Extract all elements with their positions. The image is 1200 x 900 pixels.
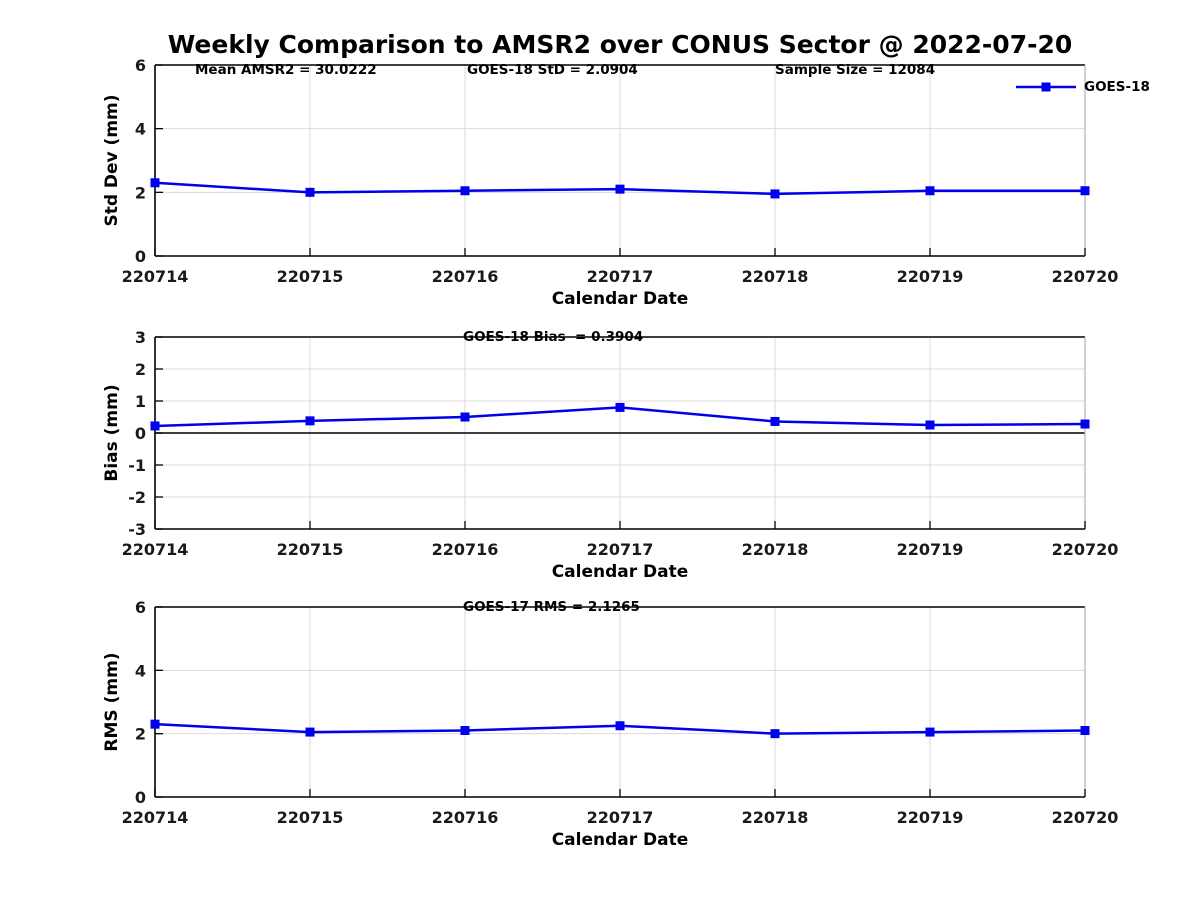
data-point-marker [1080,186,1090,196]
x-tick-label: 220714 [122,540,189,559]
y-tick-label: 0 [135,788,146,807]
y-tick-label: -3 [128,520,146,539]
x-tick-label: 220717 [587,808,654,827]
x-tick-label: 220718 [742,540,809,559]
x-tick-label: 220719 [897,540,964,559]
annotation-rms-0: GOES-17 RMS = 2.1265 [463,599,640,615]
annotation-bias-0: GOES-18 Bias = 0.3904 [463,329,643,345]
data-point-marker [150,719,160,729]
annotation-std-dev-1: GOES-18 StD = 2.0904 [467,62,638,78]
x-axis-label: Calendar Date [552,562,689,582]
data-point-marker [150,178,160,188]
legend-line-sample [1016,82,1076,92]
data-point-marker [925,186,935,196]
y-tick-label: 2 [135,360,146,379]
x-axis-label: Calendar Date [552,289,689,309]
x-tick-label: 220714 [122,808,189,827]
subplot-std-dev: 220714 220715 220716 220717 220718 220719 2207… [102,56,1118,309]
data-point-marker [770,189,780,199]
data-point-marker [925,727,935,737]
x-tick-label: 220720 [1052,540,1119,559]
data-point-marker [305,187,315,197]
x-tick-label: 220715 [277,267,344,286]
figure-title: Weekly Comparison to AMSR2 over CONUS Se… [167,30,1073,59]
data-point-marker [150,421,160,431]
x-tick-label: 220718 [742,808,809,827]
x-tick-label: 220719 [897,808,964,827]
x-tick-label: 220716 [432,540,499,559]
y-axis-label: Bias (mm) [102,384,122,481]
x-tick-label: 220720 [1052,267,1119,286]
y-tick-label: 3 [135,328,146,347]
y-tick-label: 0 [135,247,146,266]
x-tick-label: 220718 [742,267,809,286]
y-axis-label: RMS (mm) [102,652,122,751]
data-point-marker [1080,726,1090,735]
y-tick-label: 4 [135,120,146,139]
data-point-marker [1080,419,1090,429]
legend: GOES-18 [1014,79,1150,95]
x-tick-label: 220720 [1052,808,1119,827]
legend-label: GOES-18 [1084,79,1150,95]
y-tick-label: 0 [135,424,146,443]
x-tick-label: 220715 [277,808,344,827]
x-tick-label: 220715 [277,540,344,559]
y-tick-label: 4 [135,661,146,680]
data-point-marker [615,721,625,731]
x-axis-label: Calendar Date [552,830,689,850]
x-tick-label: 220716 [432,808,499,827]
y-axis-label: Std Dev (mm) [102,94,122,226]
x-tick-label: 220716 [432,267,499,286]
data-point-marker [770,729,780,739]
data-point-marker [615,184,625,194]
legend-square-marker-icon [1041,82,1051,92]
data-point-marker [770,416,780,426]
y-tick-label: 2 [135,725,146,744]
x-tick-label: 220717 [587,267,654,286]
subplot-bias: 220714 220715 220716 220717 220718 220719 2207… [102,328,1118,582]
annotation-std-dev-2: Sample Size = 12084 [775,62,935,78]
data-point-marker [615,402,625,412]
x-tick-label: 220717 [587,540,654,559]
y-tick-label: 6 [135,56,146,75]
y-tick-label: 1 [135,392,146,411]
annotation-std-dev-0: Mean AMSR2 = 30.0222 [195,62,377,78]
data-point-marker [305,727,315,737]
data-point-marker [460,186,470,196]
subplot-rms: 220714 220715 220716 220717 220718 220719 2207… [102,598,1118,850]
x-tick-label: 220714 [122,267,189,286]
y-tick-label: 6 [135,598,146,617]
x-tick-label: 220719 [897,267,964,286]
data-point-marker [925,420,935,430]
data-point-marker [305,416,315,426]
y-tick-label: -2 [128,488,146,507]
y-tick-label: -1 [128,456,146,475]
y-tick-label: 2 [135,183,146,202]
data-point-marker [460,412,470,422]
data-point-marker [460,726,470,735]
